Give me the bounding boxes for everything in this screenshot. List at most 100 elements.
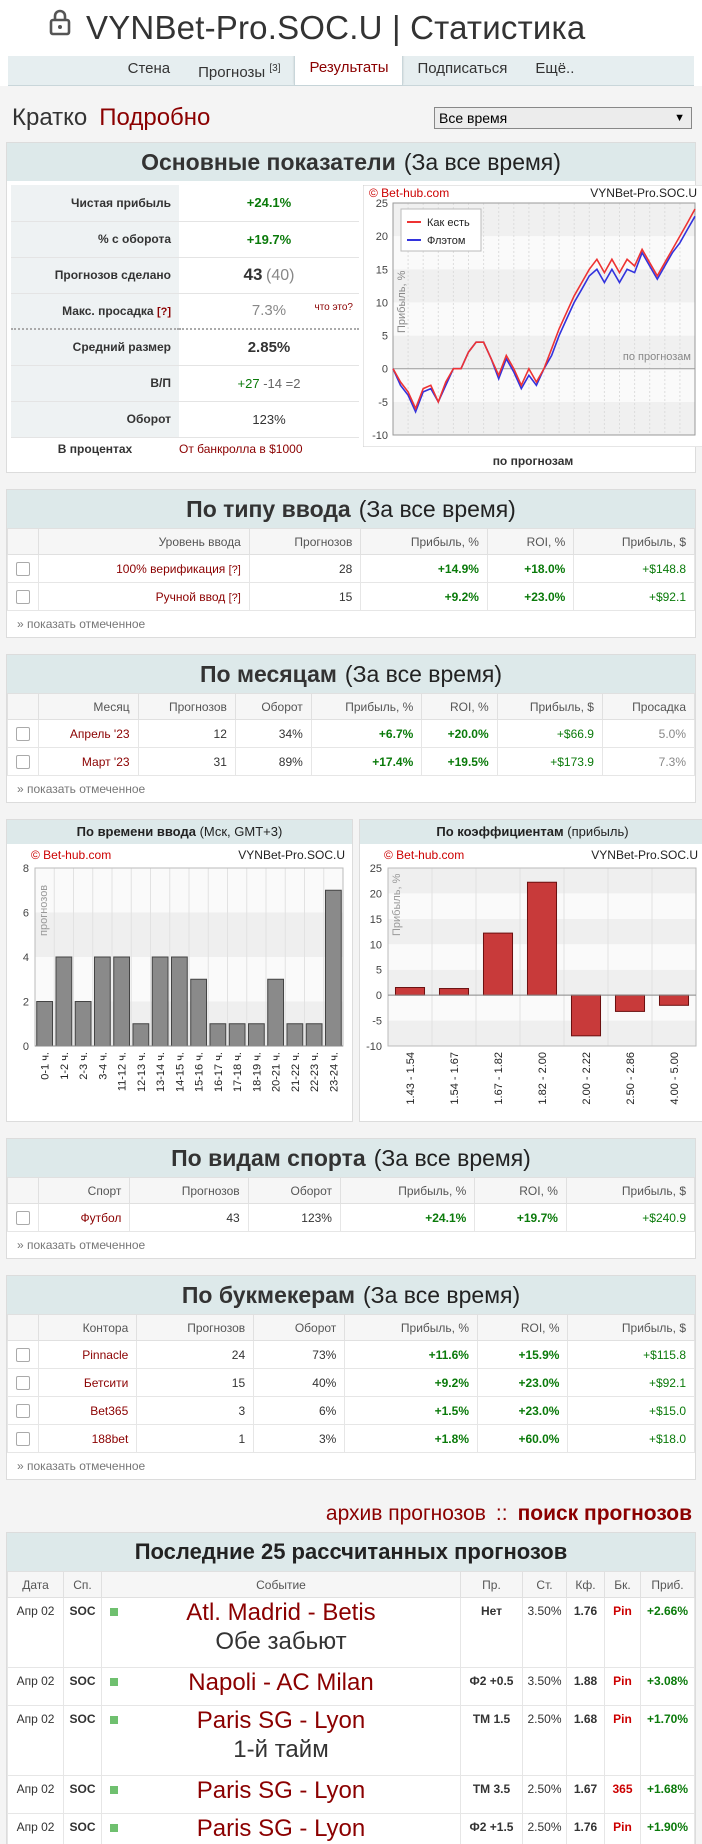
y-tick-label: 25	[376, 198, 388, 210]
bar	[151, 956, 169, 1047]
archive-link[interactable]: архив прогнозов	[325, 1502, 486, 1525]
last25-table: Дата Сп. Событие Пр. Ст. Кф. Бк. Приб. А…	[7, 1571, 695, 1844]
row-checkbox[interactable]	[16, 1431, 30, 1446]
bar	[93, 956, 111, 1047]
event-link[interactable]: Paris SG - Lyon	[196, 1777, 366, 1804]
row-checkbox[interactable]	[16, 754, 30, 769]
by-odds-panel: По коэффициентам (прибыль) -10 -5 0 5 10 15 20…	[359, 819, 702, 1122]
help-link[interactable]: [?]	[156, 305, 171, 318]
win-loss-value: +27 -14 =2	[179, 365, 359, 402]
y-tick-label: 20	[370, 888, 382, 900]
row-checkbox[interactable]	[16, 589, 30, 604]
status-dot-icon	[110, 1716, 118, 1724]
nav-tab-results[interactable]: Результаты	[294, 53, 404, 85]
y-tick-label: -5	[372, 1016, 382, 1028]
nav-tab-predictions[interactable]: Прогнозы [3]	[198, 63, 281, 81]
y-tick-label: 4	[23, 952, 29, 964]
bar	[247, 1023, 265, 1047]
stat-label: Средний размер	[11, 329, 179, 366]
help-link[interactable]: [?]	[228, 563, 241, 576]
plot-border	[392, 202, 696, 436]
y-tick-label: 0	[376, 990, 382, 1002]
nav-tab-subscribe[interactable]: Подписаться	[417, 60, 508, 77]
profit-line-chart: -10 -5 0 5 10 15 20 25© Bet-hub.com VYNBet-Pro.S…	[362, 184, 702, 448]
table-row: Бетсити 15 40% +9.2% +23.0% +$92.1	[7, 1368, 695, 1397]
row-checkbox[interactable]	[16, 1403, 30, 1418]
x-tick-label: 18-19 ч.	[251, 1052, 263, 1092]
x-tick-label: 3-4 ч.	[97, 1052, 109, 1080]
event-link[interactable]: Napoli - AC Milan	[188, 1669, 374, 1696]
event-link[interactable]: Paris SG - Lyon	[196, 1815, 366, 1842]
by-odds-bar-chart: -10 -5 0 5 10 15 20 25 1.43 - 1.54 1.54 - 1.67 1.6…	[360, 844, 702, 1116]
page-title: VYNBet-Pro.SOC.U | Статистика	[86, 9, 586, 46]
x-tick-label: 17-18 ч.	[232, 1052, 244, 1092]
bookmaker-link[interactable]: Бетсити	[37, 1368, 138, 1397]
main-stats-table: Чистая прибыль +24.1% % с оборота +19.7% П…	[11, 185, 359, 438]
row-checkbox[interactable]	[16, 726, 30, 741]
turnover-pct-value: +19.7%	[179, 221, 359, 258]
entry-type-link[interactable]: 100% верификация [?]	[38, 554, 250, 583]
by-book-panel: По букмекерам (За все время) Контора Прогн…	[6, 1275, 696, 1480]
show-marked-link[interactable]: » показать отмеченное	[17, 782, 146, 796]
avg-size-value: 2.85%	[179, 329, 359, 366]
bar	[286, 1023, 304, 1047]
stat-label: Прогнозов сделано	[11, 257, 179, 294]
x-tick-label: 2.50 - 2.86	[625, 1052, 637, 1105]
view-detailed-link[interactable]: Подробно	[99, 104, 211, 131]
y-tick-label: 15	[376, 264, 388, 276]
bookmaker-link[interactable]: 188bet	[37, 1424, 138, 1453]
show-marked-link[interactable]: » показать отмеченное	[17, 1238, 146, 1252]
from-bankroll-link[interactable]: От банкролла в $1000	[179, 441, 303, 456]
table-row: Pinnacle 24 73% +11.6% +15.9% +$115.8	[7, 1340, 695, 1369]
row-checkbox[interactable]	[16, 1375, 30, 1390]
bookmaker-link[interactable]: Bet365	[37, 1396, 138, 1425]
month-link[interactable]: Март '23	[38, 747, 139, 776]
view-short-link[interactable]: Кратко	[12, 104, 88, 131]
table-row: Апр 02 SOC Napoli - AC Milan Ф2 +0.5 3.50%…	[7, 1667, 695, 1706]
series-line	[392, 208, 696, 411]
row-checkbox[interactable]	[16, 1347, 30, 1362]
nav-tab-more[interactable]: Ещё..	[535, 60, 575, 77]
month-link[interactable]: Апрель '23	[38, 719, 139, 748]
y-tick-label: 20	[376, 231, 388, 243]
by-sport-panel: По видам спорта (За все время) Спорт Прогн…	[6, 1138, 696, 1259]
x-tick-label: 2-3 ч.	[78, 1052, 90, 1080]
row-checkbox[interactable]	[16, 1210, 30, 1225]
bar	[526, 881, 558, 996]
x-tick-label: 2.00 - 2.22	[581, 1052, 593, 1105]
by-book-table: Контора Прогнозов Оборот Прибыль, % ROI, % Пр…	[7, 1314, 695, 1453]
search-predictions-link[interactable]: поиск прогнозов	[517, 1502, 692, 1525]
legend-box	[400, 208, 482, 252]
what-is-it-link[interactable]: что это?	[314, 301, 354, 313]
status-dot-icon	[110, 1608, 118, 1616]
help-link[interactable]: [?]	[228, 591, 241, 604]
lock-icon	[49, 9, 71, 36]
bookmaker-link[interactable]: Pinnacle	[37, 1340, 138, 1369]
table-row: Апрель '23 12 34% +6.7% +20.0% +$66.9 5.0%	[7, 719, 696, 748]
chart-caption: по прогнозам	[492, 454, 574, 468]
row-checkbox[interactable]	[16, 561, 30, 576]
show-marked-link[interactable]: » показать отмеченное	[17, 617, 146, 631]
bar	[570, 994, 602, 1037]
twin-charts: По времени ввода (Мск, GMT+3) 0 2 4 6 8 0-1 ч…	[6, 819, 702, 1122]
nav-tab-wall[interactable]: Стена	[127, 60, 171, 77]
event-link[interactable]: Atl. Madrid - Betis	[186, 1599, 376, 1626]
grid-band	[393, 269, 695, 303]
show-marked-link[interactable]: » показать отмеченное	[17, 1459, 146, 1473]
sport-link[interactable]: Футбол	[37, 1203, 131, 1232]
x-tick-label: 1-2 ч.	[59, 1052, 71, 1080]
bar	[170, 956, 188, 1047]
last25-panel: Последние 25 рассчитанных прогнозов Дата…	[6, 1532, 696, 1844]
x-tick-label: 20-21 ч.	[271, 1052, 283, 1092]
event-link[interactable]: Paris SG - Lyon	[196, 1707, 366, 1734]
y-tick-label: 15	[370, 914, 382, 926]
by-sport-table: Спорт Прогнозов Оборот Прибыль, % ROI, % Приб…	[7, 1177, 696, 1232]
view-switcher: Кратко Подробно Все время ▼	[6, 100, 696, 136]
x-tick-label: 23-24 ч.	[328, 1052, 340, 1092]
y-tick-label: 0	[23, 1041, 29, 1053]
main-stats-heading: Основные показатели (За все время)	[7, 143, 695, 181]
by-month-heading: По месяцам (За все время)	[7, 655, 695, 693]
grid-band	[388, 1020, 696, 1046]
period-select[interactable]: Все время ▼	[434, 107, 692, 129]
entry-type-link[interactable]: Ручной ввод [?]	[38, 582, 250, 611]
